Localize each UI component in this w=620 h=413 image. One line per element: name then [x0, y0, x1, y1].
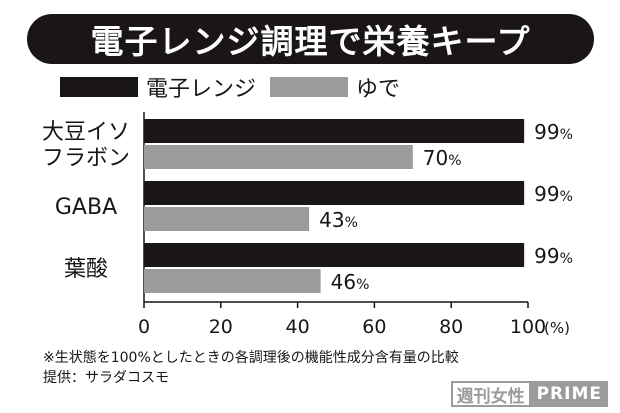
value-label: 43%: [319, 208, 358, 232]
bar-boiled: [144, 145, 413, 169]
category-label: 葉酸: [64, 257, 108, 282]
footnote: ※生状態を100%としたときの各調理後の機能性成分含有量の比較 提供：サラダコス…: [43, 348, 459, 388]
watermark-part1: 週刊女性: [450, 381, 531, 407]
chart-title: 電子レンジ調理で栄養キープ: [90, 22, 531, 61]
legend: 電子レンジ ゆで: [60, 74, 414, 102]
category-label: 大豆イソ: [42, 120, 130, 145]
legend-swatch-boiled: [270, 77, 349, 97]
bar-microwave: [144, 119, 525, 143]
bar-microwave: [144, 181, 525, 205]
x-tick-label: 0: [138, 316, 150, 338]
watermark-logo: 週刊女性 PRIME: [450, 381, 608, 407]
title-banner: 電子レンジ調理で栄養キープ: [27, 14, 594, 64]
value-label: 99%: [534, 182, 573, 206]
legend-label-microwave: 電子レンジ: [146, 77, 257, 102]
watermark-part2: PRIME: [530, 381, 608, 407]
legend-swatch-microwave: [60, 77, 138, 97]
category-label: フラボン: [42, 146, 130, 171]
footnote-source: 提供：サラダコスモ: [43, 370, 169, 386]
value-label: 99%: [534, 120, 573, 144]
category-label: GABA: [55, 195, 117, 220]
x-tick-label: 60: [362, 316, 386, 338]
value-label: 46%: [331, 270, 370, 294]
x-tick-label: 80: [439, 316, 463, 338]
x-tick-label: 40: [286, 316, 310, 338]
x-tick-label: 20: [209, 316, 233, 338]
bar-boiled: [144, 269, 321, 293]
footnote-note: ※生状態を100%としたときの各調理後の機能性成分含有量の比較: [43, 350, 459, 366]
value-label: 70%: [423, 146, 462, 170]
legend-label-boiled: ゆで: [356, 77, 401, 102]
value-label: 99%: [534, 244, 573, 268]
x-unit-label: (%): [544, 319, 570, 337]
bar-microwave: [144, 243, 525, 267]
x-tick-label: 100: [510, 316, 546, 338]
bar-boiled: [144, 207, 310, 231]
